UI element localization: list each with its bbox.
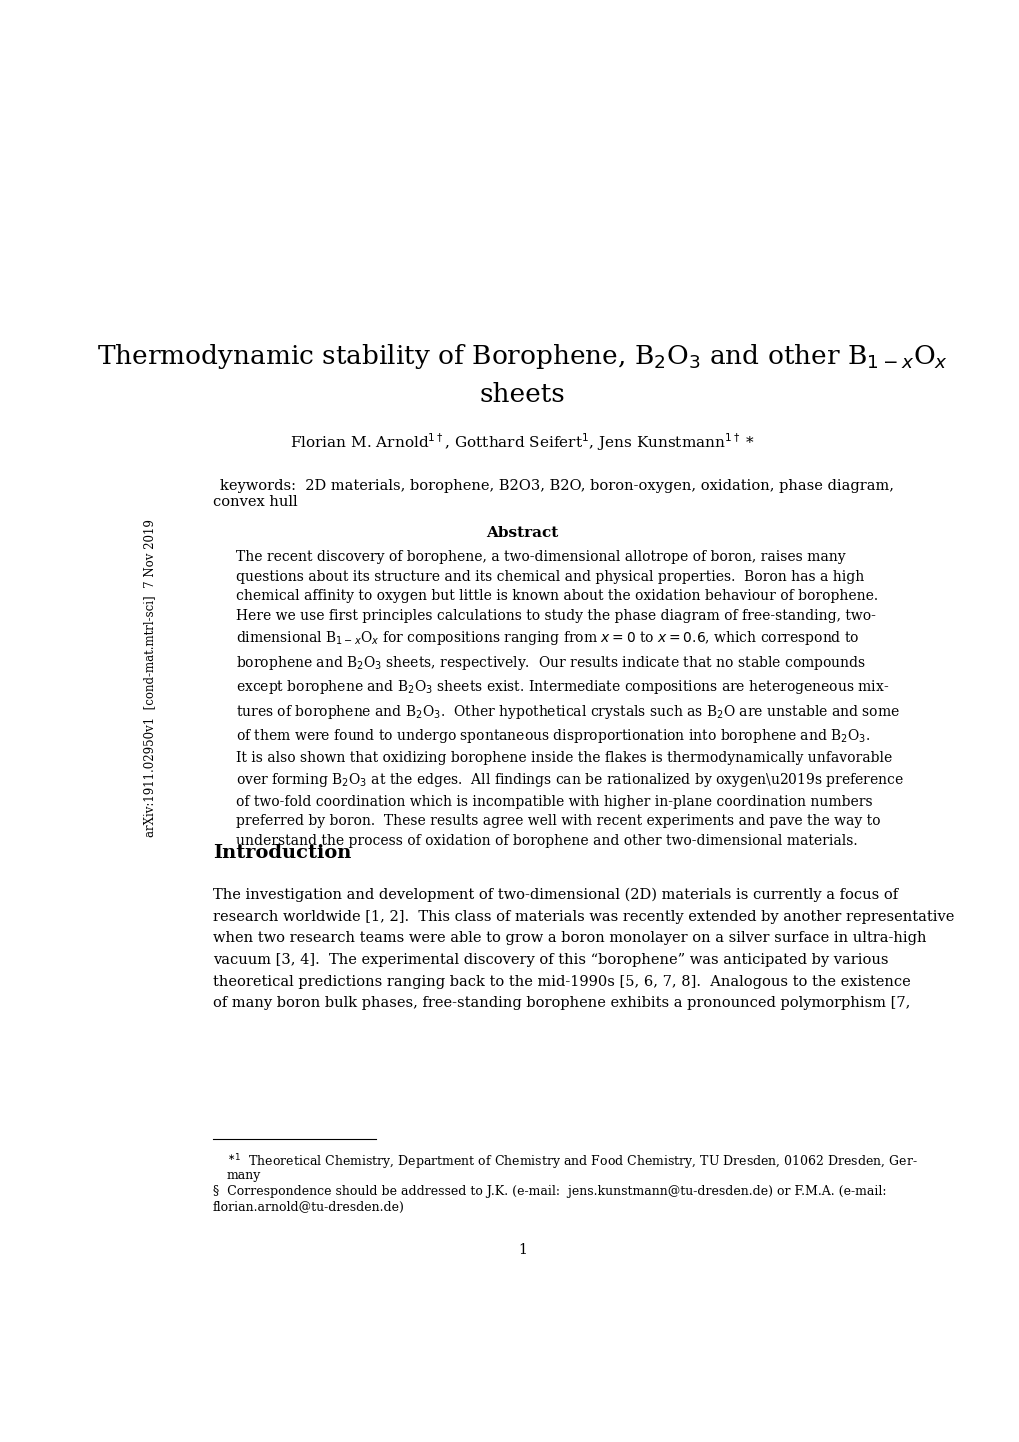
Text: Thermodynamic stability of Borophene, B$_2$O$_3$ and other B$_{1-x}$O$_x$: Thermodynamic stability of Borophene, B$… [97,342,948,372]
Text: 1: 1 [518,1243,527,1257]
Text: arXiv:1911.02950v1  [cond-mat.mtrl-sci]  7 Nov 2019: arXiv:1911.02950v1 [cond-mat.mtrl-sci] 7… [143,519,156,838]
Text: convex hull: convex hull [213,495,298,509]
Text: $^{\ast 1}$  Theoretical Chemistry, Department of Chemistry and Food Chemistry, : $^{\ast 1}$ Theoretical Chemistry, Depar… [226,1152,916,1172]
Text: §  Correspondence should be addressed to J.K. (e-mail:  jens.kunstmann@tu-dresde: § Correspondence should be addressed to … [213,1185,886,1198]
Text: keywords:  2D materials, borophene, B2O3, B2O, boron-oxygen, oxidation, phase di: keywords: 2D materials, borophene, B2O3,… [220,479,894,493]
Text: The recent discovery of borophene, a two-dimensional allotrope of boron, raises : The recent discovery of borophene, a two… [235,551,903,848]
Text: Introduction: Introduction [213,845,351,862]
Text: florian.arnold@tu-dresden.de): florian.arnold@tu-dresden.de) [213,1201,405,1214]
Text: Abstract: Abstract [486,526,558,539]
Text: many: many [226,1169,261,1182]
Text: The investigation and development of two-dimensional (2D) materials is currently: The investigation and development of two… [213,888,953,1011]
Text: sheets: sheets [479,382,566,408]
Text: Florian M. Arnold$^{1\dagger}$, Gotthard Seifert$^{1}$, Jens Kunstmann$^{1\dagge: Florian M. Arnold$^{1\dagger}$, Gotthard… [289,431,755,453]
